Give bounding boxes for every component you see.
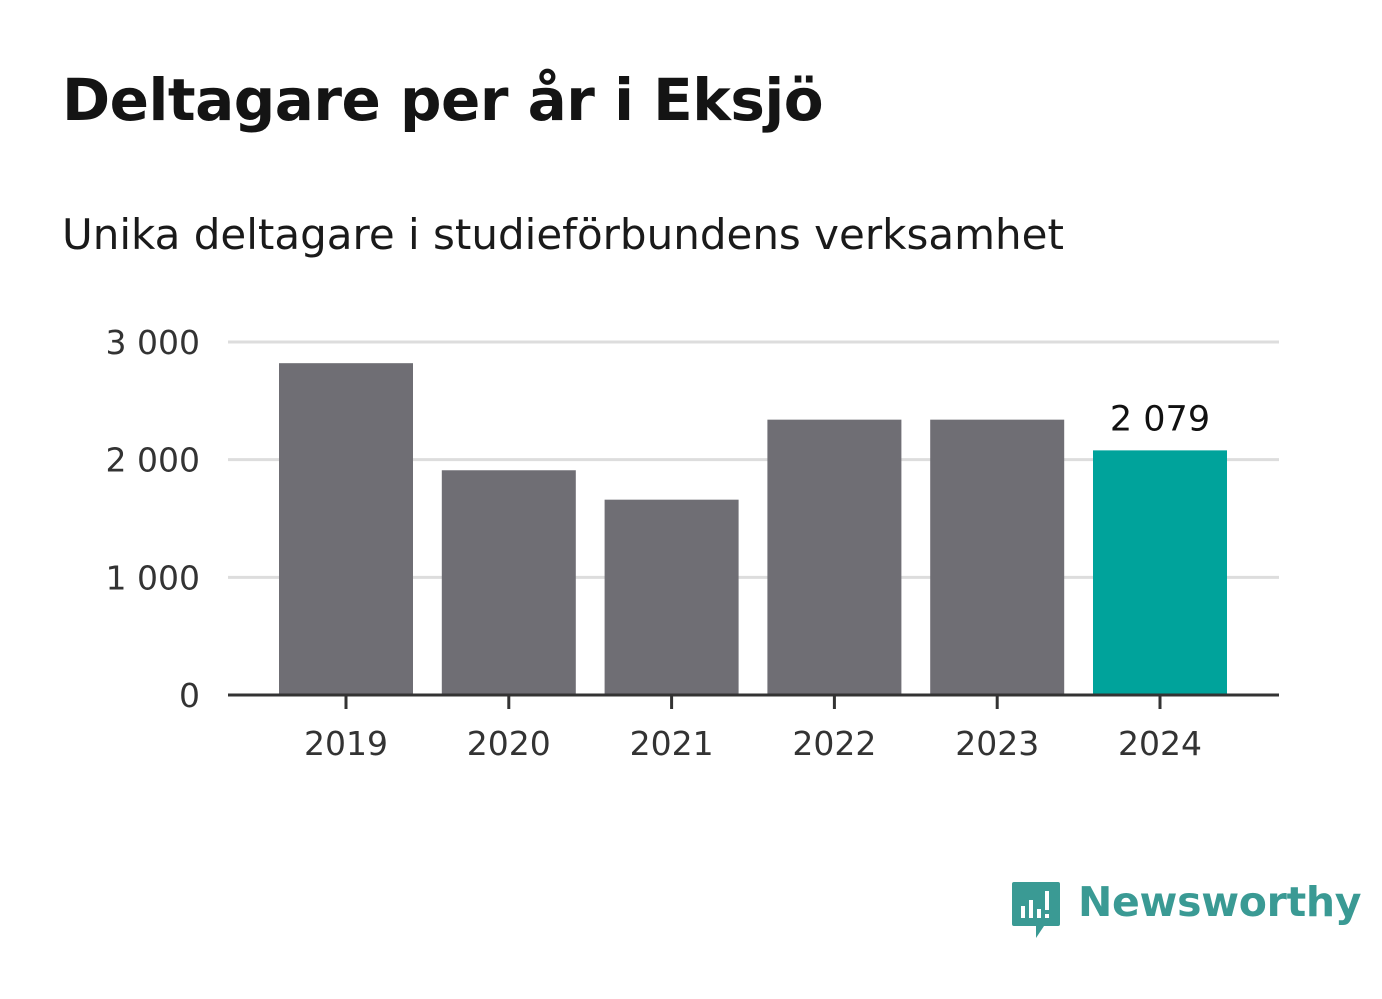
x-tick-label: 2023 xyxy=(955,724,1039,763)
newsworthy-logo: Newsworthy xyxy=(1010,878,1361,942)
chart-subtitle: Unika deltagare i studieförbundens verks… xyxy=(62,210,1064,259)
y-tick-label: 2 000 xyxy=(106,441,200,480)
brand-name: Newsworthy xyxy=(1078,878,1362,926)
bar-2024 xyxy=(1093,450,1227,695)
y-tick-label: 1 000 xyxy=(106,558,200,597)
bars xyxy=(279,363,1227,695)
newsworthy-logo-icon xyxy=(1012,882,1060,938)
bar-2023 xyxy=(930,419,1065,695)
bar-2020 xyxy=(441,470,576,695)
x-tick-label: 2024 xyxy=(1118,724,1202,763)
x-tick-label: 2019 xyxy=(304,724,388,763)
data-label: 2 079 xyxy=(1110,399,1210,439)
x-tick-label: 2022 xyxy=(792,724,876,763)
y-tick-label: 3 000 xyxy=(106,323,200,362)
bar-2022 xyxy=(767,419,902,695)
data-labels: 2 079 xyxy=(1110,399,1210,439)
y-tick-label: 0 xyxy=(179,676,200,715)
x-tick-label: 2021 xyxy=(630,724,714,763)
chart-title: Deltagare per år i Eksjö xyxy=(62,66,824,134)
bar-2021 xyxy=(604,499,739,695)
x-axis-ticks: 2019 2020 2021 2022 2023 2024 xyxy=(304,695,1202,763)
x-tick-label: 2020 xyxy=(467,724,551,763)
bar-2019 xyxy=(279,363,413,695)
y-axis-ticks: 0 1 000 2 000 3 000 xyxy=(106,323,200,715)
